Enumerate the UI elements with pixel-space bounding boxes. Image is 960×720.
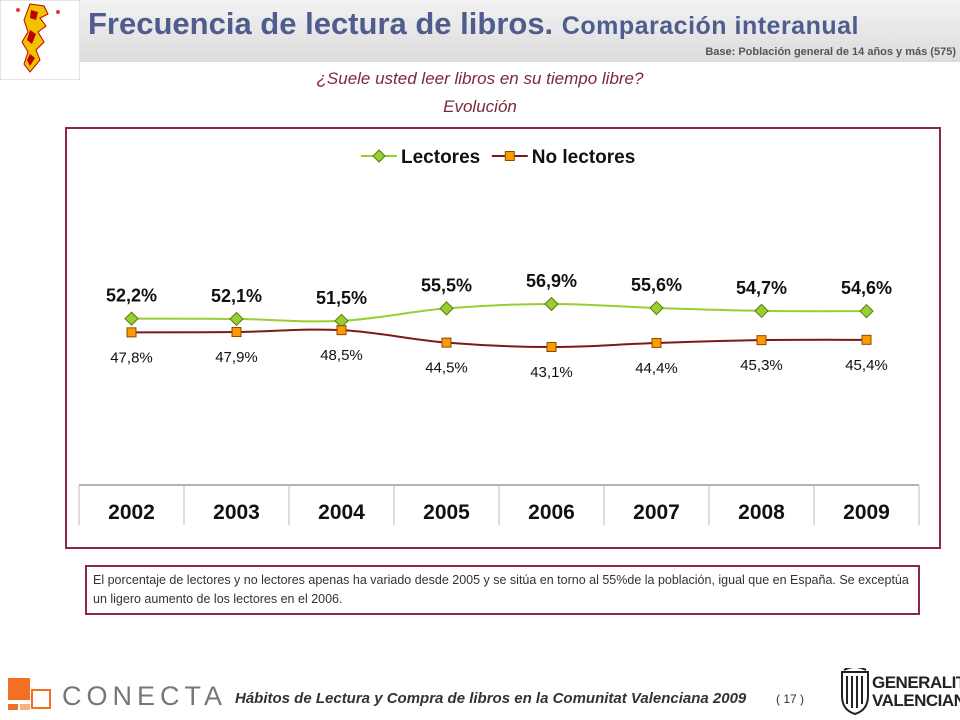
x-tick-label: 2003 [213,501,260,524]
comunitat-map-logo [0,0,80,80]
lectores-point [754,303,769,319]
lectores-data-label: 52,1% [211,286,262,306]
title-sub: Comparación interanual [561,12,859,40]
x-tick-label: 2002 [108,501,155,524]
legend-lectores-label: Lectores [401,147,480,168]
no-lectores-point [231,327,242,338]
lectores-point [124,311,139,326]
lectores-data-label: 54,6% [841,278,892,298]
no-lectores-point [651,337,662,348]
x-tick-label: 2009 [843,501,890,524]
lectores-data-label: 52,2% [106,286,157,306]
gv-line2: VALENCIANA [872,691,960,710]
chart-subtitle: Evolución [443,97,517,116]
chart-frame: 2002 2003 2004 2005 2006 2007 2008 2009 52,2% 52,… [65,127,941,549]
lectores-point [859,303,874,319]
no-lectores-point [756,335,767,346]
no-lectores-point [546,342,557,352]
x-tick-label: 2008 [738,501,785,524]
lectores-point [649,300,664,316]
no-lectores-data-label: 48,5% [320,347,363,364]
no-lectores-line [131,328,867,349]
no-lectores-data-label: 45,3% [740,357,783,374]
lectores-data-label: 54,7% [736,278,787,298]
no-lectores-data-label: 47,8% [110,349,153,366]
lectores-data-label: 55,6% [631,275,682,295]
gv-line1: GENERALITAT [872,673,960,692]
lectores-data-label: 56,9% [526,271,577,291]
no-lectores-data-label: 44,5% [425,360,468,377]
no-lectores-point [861,334,872,345]
no-lectores-data-label: 47,9% [215,349,258,366]
no-lectores-data-label: 44,4% [635,360,678,377]
lectores-data-label: 55,5% [421,275,472,295]
header-band [80,0,960,62]
lectores-line [131,302,867,323]
conecta-logo-mark [8,678,51,710]
base-note: Base: Población general de 14 años y más… [705,46,956,58]
survey-question: ¿Suele usted leer libros en su tiempo li… [316,69,644,88]
lectores-data-label: 51,5% [316,288,367,308]
legend-no-lectores-marker [504,151,515,161]
no-lectores-point [126,327,137,338]
line-chart: 2002 2003 2004 2005 2006 2007 2008 2009 52,2% 52,… [78,147,920,525]
conecta-wordmark: CONECTA [62,681,228,711]
no-lectores-data-label: 43,1% [530,364,573,381]
legend-lectores-marker [372,149,386,163]
footer-title: Hábitos de Lectura y Compra de libros en… [235,690,747,707]
x-tick-label: 2006 [528,501,575,524]
no-lectores-data-label: 45,4% [845,357,888,374]
lectores-point [229,311,244,327]
generalitat-shield-icon [841,668,869,716]
legend-no-lectores-label: No lectores [532,147,635,168]
no-lectores-point [336,325,347,336]
lectores-point [544,296,559,312]
no-lectores-point [441,337,452,348]
generalitat-wordmark: GENERALITAT VALENCIANA [872,674,960,710]
summary-note: El porcentaje de lectores y no lectores … [85,565,920,615]
x-tick-label: 2005 [423,501,470,524]
x-tick-label: 2004 [318,501,365,524]
title-main: Frecuencia de lectura de libros. [88,6,554,41]
x-tick-label: 2007 [633,501,680,524]
lectores-point [439,301,454,316]
page-title: Frecuencia de lectura de libros. Compara… [88,6,859,42]
page-number: ( 17 ) [776,692,805,706]
